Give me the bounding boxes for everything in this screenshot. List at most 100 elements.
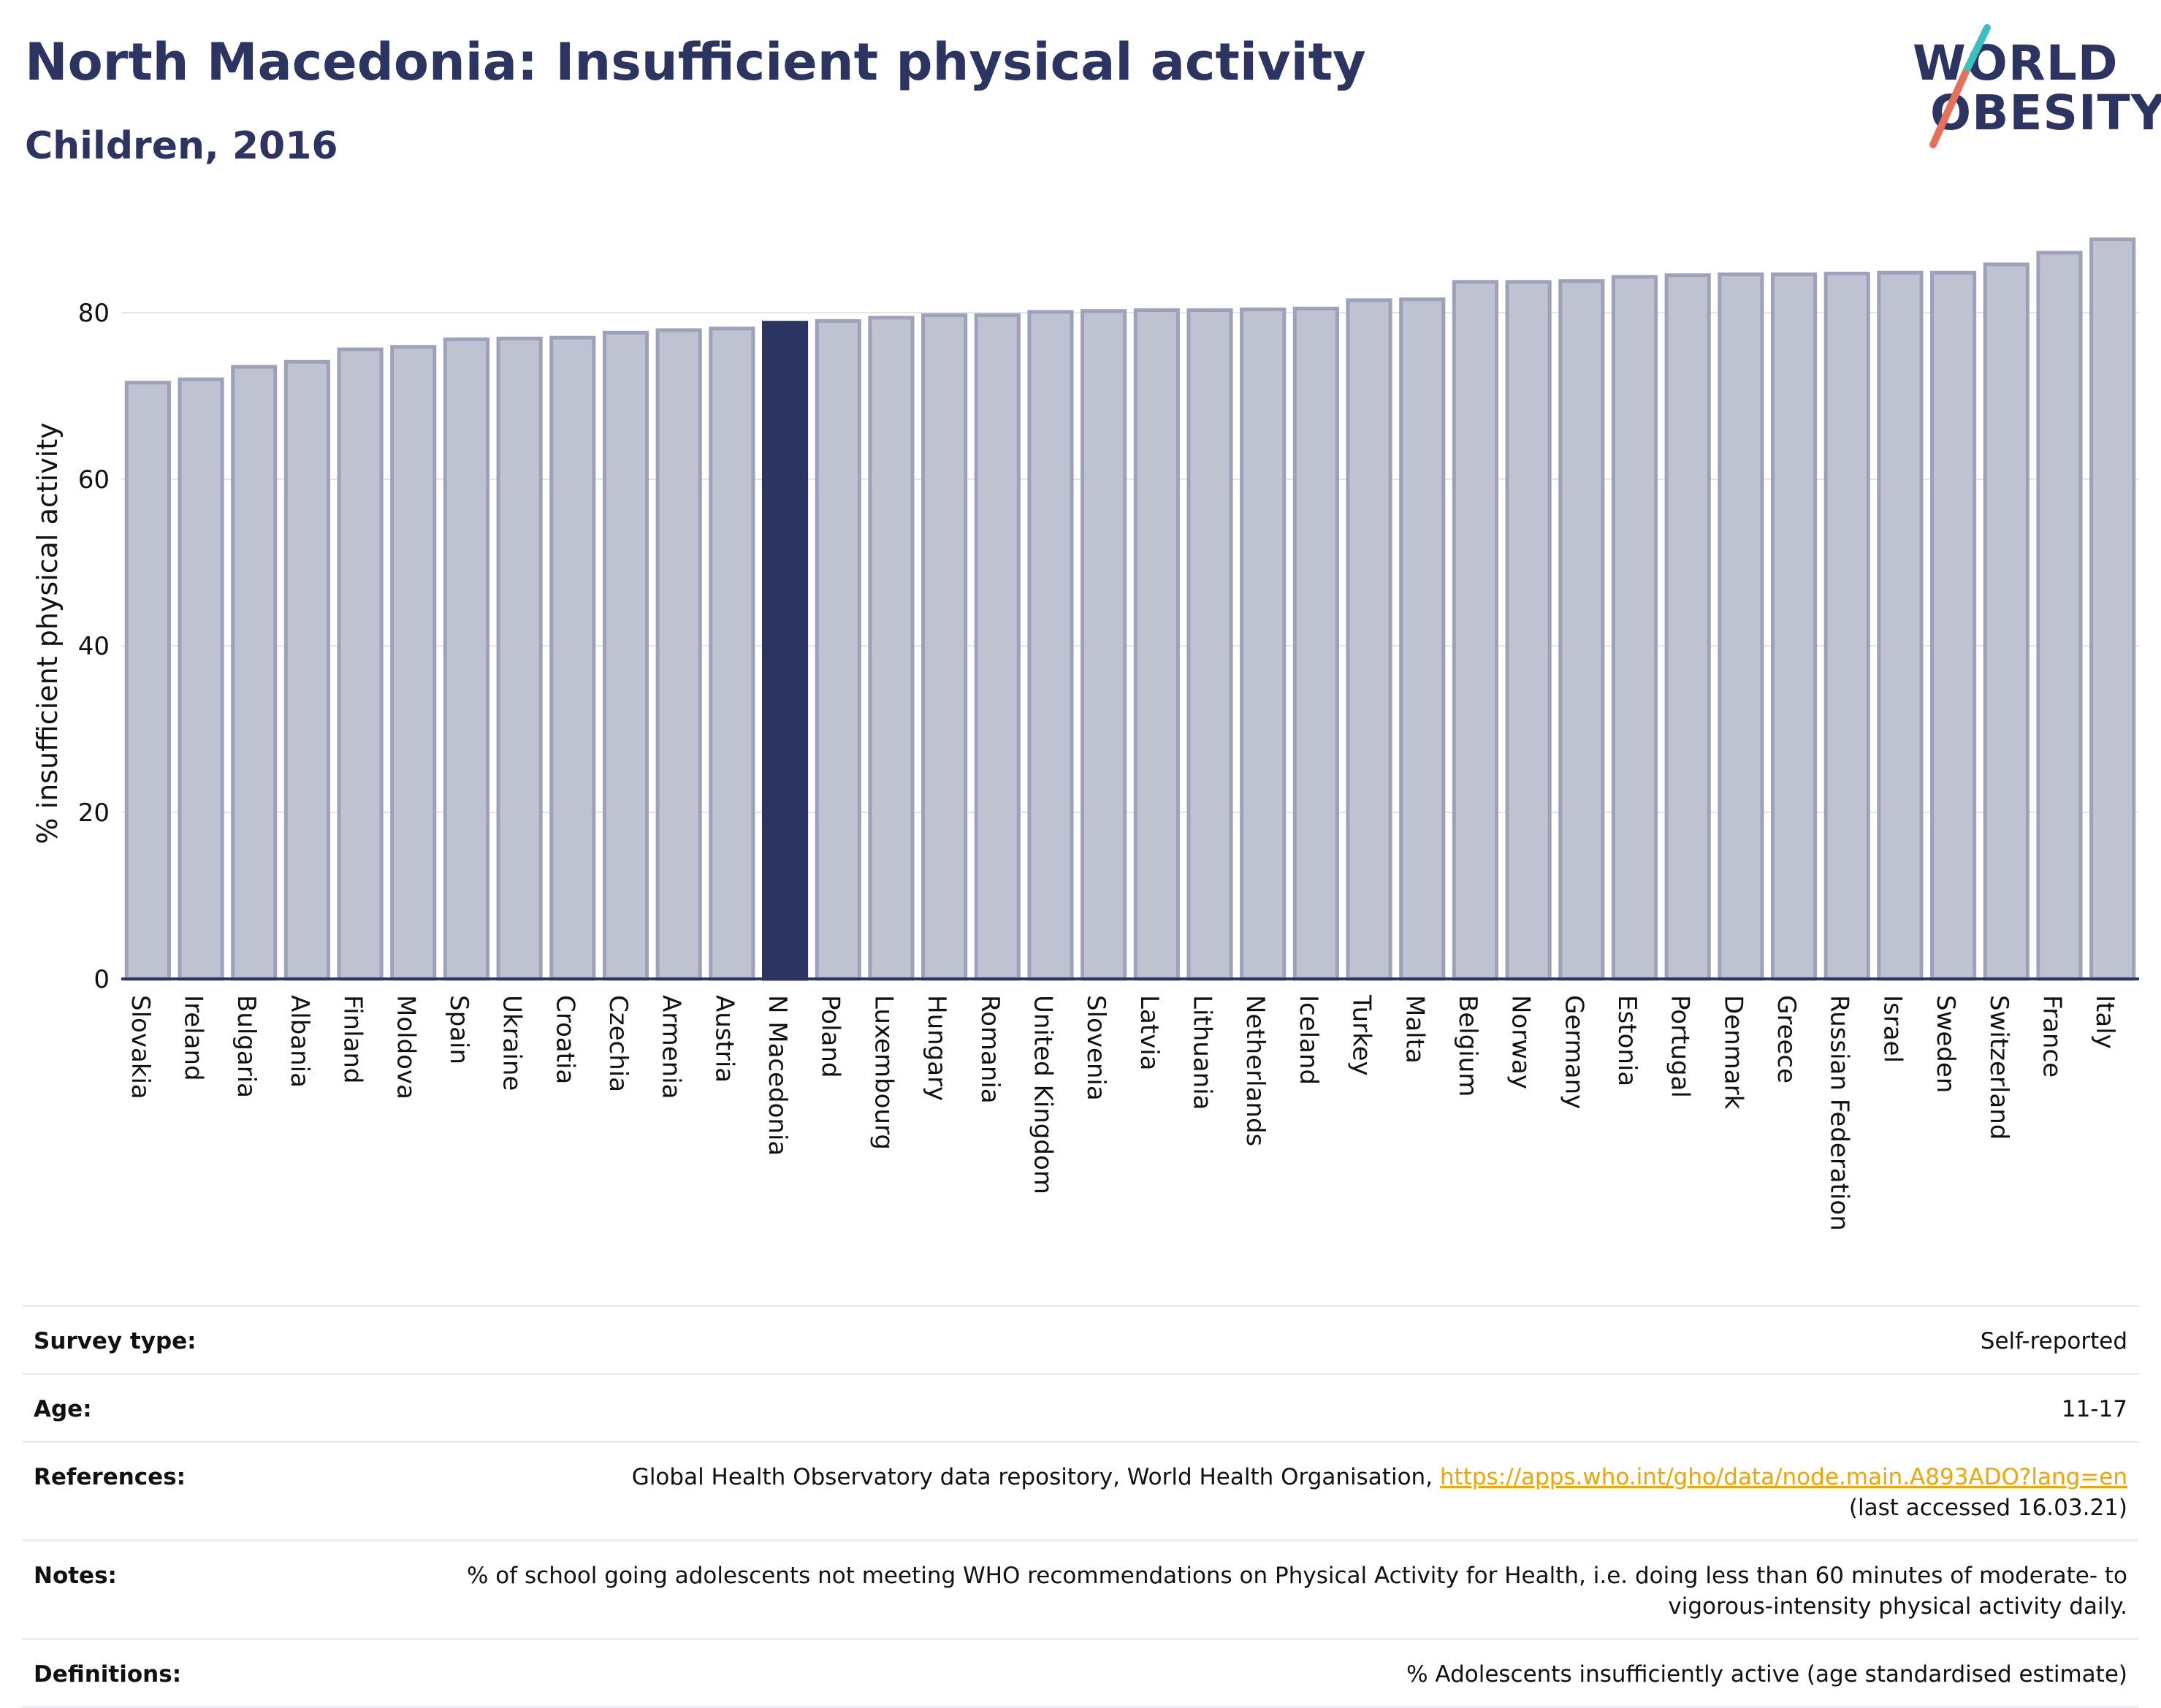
bar[interactable] [974,313,1021,981]
x-tick-label: Spain [444,995,473,1064]
notes-label: Notes: [34,1563,117,1589]
references-label: References: [34,1464,186,1490]
bar[interactable] [443,337,490,981]
x-tick-label: Turkey [1347,994,1376,1076]
bar[interactable] [1664,273,1711,981]
bar[interactable] [602,330,649,981]
chart-bars [124,237,2136,981]
info-row-survey-type: Survey type: Self-reported [22,1305,2139,1373]
bar[interactable] [1611,275,1658,981]
x-tick-label: Czechia [603,995,633,1092]
x-tick-label: N Macedonia [763,995,792,1156]
x-tick-label: France [2037,995,2066,1078]
y-tick-label: 20 [78,798,110,828]
x-tick-label: Estonia [1612,995,1642,1086]
bar[interactable] [709,327,755,981]
page-title: North Macedonia: Insufficient physical a… [25,32,1366,92]
references-value: Global Health Observatory data repositor… [632,1462,2127,1523]
bar[interactable] [1558,279,1605,981]
page-subtitle: Children, 2016 [25,124,338,168]
info-table: Survey type: Self-reported Age: 11-17 Re… [22,1305,2139,1708]
bar[interactable] [1346,298,1392,981]
info-row-references: References: Global Health Observatory da… [22,1441,2139,1539]
logo-line2: OBESITY [1930,85,2161,141]
bar[interactable] [1399,297,1446,981]
info-row-age: Age: 11-17 [22,1373,2139,1441]
bar[interactable] [921,313,968,981]
bar[interactable] [761,321,809,981]
x-tick-label: Norway [1506,995,1536,1089]
bar[interactable] [1133,308,1180,981]
bar[interactable] [1240,307,1287,981]
bar[interactable] [655,328,702,981]
x-tick-label: Austria [709,995,739,1083]
bar-chart: 0 20 40 60 80 Slovakia Ireland Bulgaria Albania… [31,237,2139,1231]
info-row-definitions: Definitions: % Adolescents insufficientl… [22,1638,2139,1708]
y-tick-labels: 0 20 40 60 80 [78,299,110,994]
x-tick-label: Iceland [1294,995,1323,1085]
x-tick-label: United Kingdom [1028,995,1057,1194]
references-link[interactable]: https://apps.who.int/gho/data/node.main.… [1439,1464,2127,1490]
x-tick-label: Italy [2090,995,2119,1049]
bar[interactable] [1770,272,1818,981]
bar[interactable] [1823,271,1870,981]
y-axis-label: % insufficient physical activity [31,422,64,844]
x-tick-label: Belgium [1453,995,1482,1097]
x-tick-label: Latvia [1135,995,1164,1071]
x-tick-label: Albania [285,995,314,1088]
y-tick-label: 40 [78,632,110,661]
x-tick-label: Ireland [179,995,208,1081]
logo-slash-icon [1929,24,1991,148]
bar[interactable] [390,345,437,981]
references-accessed: (last accessed 16.03.21) [1848,1495,2127,1521]
x-tick-label: Armenia [657,995,686,1099]
bar[interactable] [549,335,596,981]
bar[interactable] [1186,308,1233,981]
x-tick-label: Slovenia [1081,995,1110,1101]
bar[interactable] [1930,270,1977,981]
bar[interactable] [124,381,171,981]
definitions-value: % Adolescents insufficiently active (age… [1406,1661,2127,1688]
notes-value: % of school going adolescents not meetin… [466,1563,2127,1620]
bar[interactable] [1718,272,1764,981]
age-label: Age: [34,1396,92,1422]
bar[interactable] [337,347,384,981]
bar[interactable] [868,316,915,981]
x-tick-label: Lithuania [1188,995,1217,1110]
bar[interactable] [231,365,278,981]
x-tick-label: Netherlands [1240,995,1270,1146]
x-tick-label: Malta [1400,995,1429,1064]
x-tick-label: Poland [816,995,845,1078]
x-tick-label: Bulgaria [232,995,261,1098]
survey-type-label: Survey type: [34,1328,197,1354]
x-tick-label: Switzerland [1984,995,2013,1140]
world-obesity-logo[interactable]: WORLD OBESITY [1899,22,2161,153]
bar[interactable] [283,359,330,981]
logo-line1: WORLD [1913,35,2119,91]
x-tick-label: Denmark [1718,995,1748,1110]
bar[interactable] [2036,251,2083,981]
x-tick-label: Greece [1772,995,1801,1083]
bar[interactable] [1080,309,1127,981]
x-tick-label: Israel [1878,995,1907,1063]
x-tick-label: Slovakia [126,995,155,1099]
references-text: Global Health Observatory data repositor… [631,1464,1440,1490]
x-tick-label: Luxembourg [869,995,898,1150]
x-tick-label: Romania [975,995,1005,1104]
bar[interactable] [1292,306,1339,981]
bar[interactable] [815,319,861,981]
survey-type-value: Self-reported [1980,1328,2127,1354]
bar[interactable] [1027,310,1074,981]
x-tick-label: Moldova [391,995,420,1099]
bar[interactable] [178,377,224,981]
bar[interactable] [1505,280,1552,981]
x-tick-labels: Slovakia Ireland Bulgaria Albania Finland Mol… [126,994,2119,1231]
bar[interactable] [496,336,543,981]
bar[interactable] [2089,237,2136,981]
definitions-label: Definitions: [34,1661,182,1688]
bar[interactable] [1877,270,1924,981]
bar[interactable] [1452,280,1499,981]
x-tick-label: Hungary [922,995,951,1101]
y-tick-label: 80 [78,299,110,328]
bar[interactable] [1983,262,2029,981]
